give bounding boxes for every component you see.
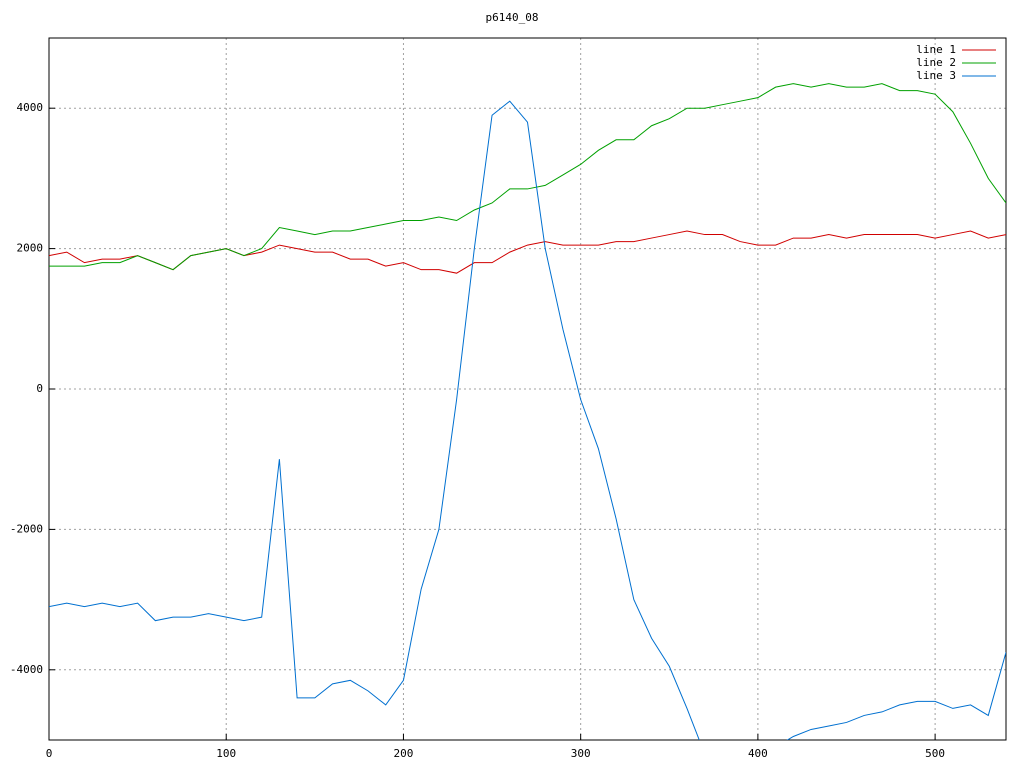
legend-label: line 2	[916, 56, 956, 69]
y-tick-label: 4000	[17, 101, 44, 114]
y-tick-label: -4000	[10, 663, 43, 676]
y-tick-label: 2000	[17, 242, 44, 255]
plot-area	[49, 83, 1006, 740]
x-tick-label: 100	[216, 747, 236, 760]
x-tick-label: 200	[394, 747, 414, 760]
x-tick-label: 300	[571, 747, 591, 760]
plot-border	[48, 37, 1007, 741]
series-line	[49, 100, 1006, 740]
chart-title: p6140_08	[486, 11, 539, 24]
x-tick-label: 0	[46, 747, 53, 760]
legend-label: line 1	[916, 43, 956, 56]
legend-label: line 3	[916, 69, 956, 82]
y-tick-label: 0	[36, 382, 43, 395]
x-tick-label: 500	[925, 747, 945, 760]
y-tick-label: -2000	[10, 522, 43, 535]
x-tick-label: 400	[748, 747, 768, 760]
series-line	[49, 83, 1006, 271]
series-line	[49, 230, 1006, 274]
